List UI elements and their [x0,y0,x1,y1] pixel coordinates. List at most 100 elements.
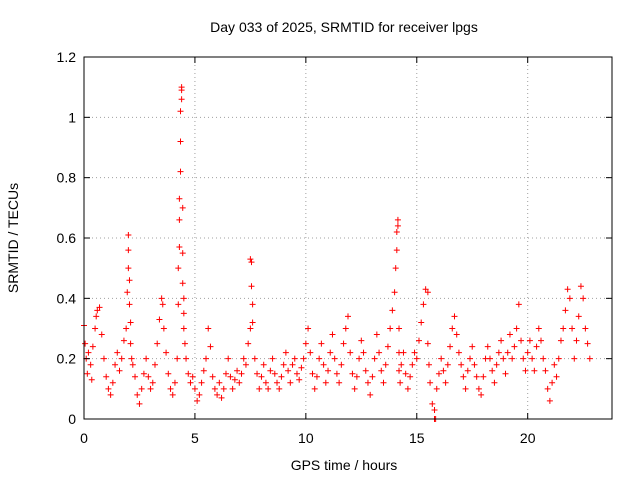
data-point [562,307,569,314]
data-point [382,361,389,368]
data-point [340,340,347,347]
data-point [407,373,414,380]
data-point [84,370,91,377]
data-point [132,373,139,380]
data-point [220,385,227,392]
y-tick-label: 0 [68,411,76,427]
data-point [175,265,182,272]
data-point [464,367,471,374]
axis-ticks: 0 0.2 0.4 0.6 0.8 1 1.2 0 5 10 15 20 [57,49,612,446]
data-point [322,379,329,386]
data-point [389,307,396,314]
data-point [211,385,218,392]
data-point [176,195,183,202]
data-point [125,265,132,272]
data-point [207,343,214,350]
data-point [313,373,320,380]
data-point [260,361,267,368]
y-tick-label: 1 [68,109,76,125]
data-point [175,301,182,308]
data-point [506,331,513,338]
data-point [575,313,582,320]
data-point [566,295,573,302]
data-point [125,247,132,254]
data-point [500,355,507,362]
data-point [469,343,476,350]
data-point [462,385,469,392]
data-point [258,373,265,380]
data-point [129,361,136,368]
y-tick-label: 0.8 [57,170,77,186]
data-point [413,355,420,362]
data-point [420,301,427,308]
x-tick-label: 0 [80,430,88,446]
data-point [149,379,156,386]
data-point [177,108,184,115]
data-point [393,228,400,235]
data-point [557,337,564,344]
data-point [378,367,385,374]
data-point [118,355,125,362]
data-point [376,349,383,356]
data-point [362,367,369,374]
data-point [546,397,553,404]
data-point [513,325,520,332]
data-point [179,250,186,257]
data-point [394,222,401,229]
data-point [467,355,474,362]
data-point [287,379,294,386]
data-point [125,231,132,238]
data-point [151,361,158,368]
data-point [327,349,334,356]
data-point [345,313,351,320]
data-point [458,361,465,368]
data-point [551,361,558,368]
data-point [124,289,131,296]
y-tick-label: 0.2 [57,351,77,367]
data-point [126,277,133,284]
data-point [533,343,540,350]
data-point [580,295,587,302]
data-point [179,280,186,287]
data-point [515,301,522,308]
data-point [429,400,436,407]
data-point [225,355,232,362]
data-point [309,370,316,377]
data-point [187,379,194,386]
data-point [491,379,498,386]
data-point [582,325,589,332]
data-point [180,295,187,302]
data-point [171,379,178,386]
x-tick-label: 10 [298,430,314,446]
data-point [82,340,89,347]
data-point [247,256,254,263]
data-point [209,373,216,380]
data-point [298,364,305,371]
data-point [234,367,241,374]
data-point [442,379,449,386]
data-point [116,367,123,374]
data-point [156,316,163,323]
data-point [242,361,249,368]
data-point [177,168,184,175]
data-point [251,355,258,362]
data-point [136,400,143,407]
data-point [205,325,212,332]
data-point [302,340,309,347]
data-point [159,301,166,308]
data-point [455,349,462,356]
data-point [356,355,363,362]
data-point [254,370,261,377]
data-point [191,385,198,392]
data-point [569,325,576,332]
data-point [347,349,354,356]
data-point [105,385,112,392]
data-point [444,361,451,368]
data-point [280,361,287,368]
data-point [274,379,281,386]
data-point [520,355,527,362]
data-point [248,259,255,266]
data-point [560,325,567,332]
data-point [380,379,387,386]
data-point [94,307,101,314]
